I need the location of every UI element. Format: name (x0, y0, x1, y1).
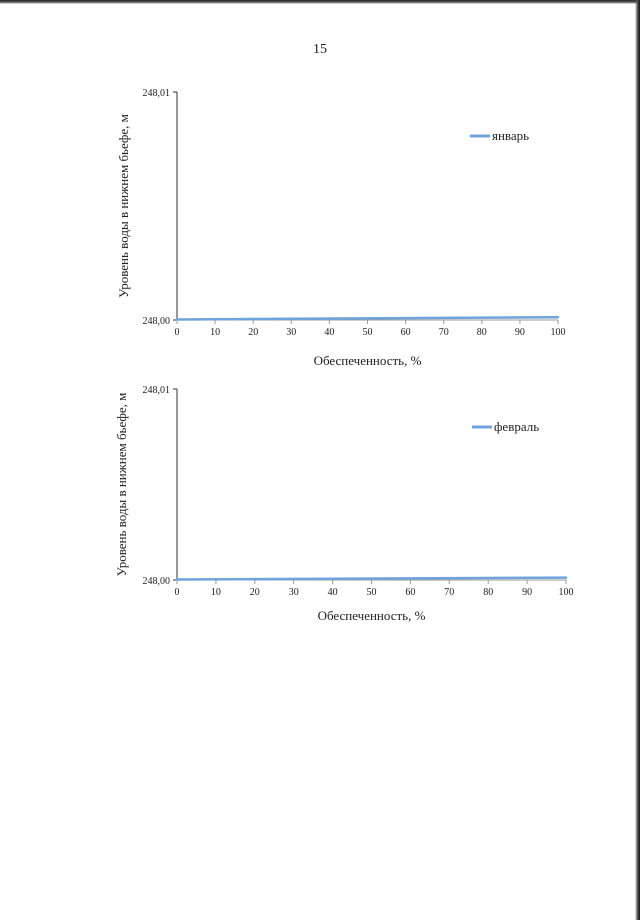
y-tick-label: 248,00 (143, 576, 171, 587)
x-tick-label: 10 (211, 587, 221, 598)
x-tick-label: 40 (328, 587, 338, 598)
x-tick-label: 50 (367, 587, 377, 598)
x-axis-label: Обеспеченность, % (314, 353, 422, 368)
x-tick-label: 20 (250, 587, 260, 598)
legend-label: февраль (494, 419, 539, 434)
y-tick-label: 248,01 (143, 385, 171, 396)
page-number: 15 (313, 42, 327, 57)
x-tick-label: 60 (401, 327, 411, 338)
x-tick-label: 30 (289, 587, 299, 598)
x-tick-label: 20 (248, 327, 258, 338)
x-tick-label: 10 (210, 327, 220, 338)
x-tick-label: 70 (439, 327, 449, 338)
x-tick-label: 50 (363, 327, 373, 338)
x-tick-label: 100 (559, 587, 574, 598)
y-axis-label: Уровень воды в нижнем бьефе, м (116, 114, 131, 298)
y-tick-label: 248,00 (143, 316, 171, 327)
x-tick-label: 30 (286, 327, 296, 338)
chart-january: 248,00 248,01 0 10 20 30 40 50 60 70 80 90 100 Обеспе… (116, 88, 566, 368)
x-tick-label: 80 (483, 587, 493, 598)
x-tick-label: 60 (405, 587, 415, 598)
x-tick-label: 80 (477, 327, 487, 338)
x-tick-label: 70 (444, 587, 454, 598)
x-tick-label: 40 (324, 327, 334, 338)
x-tick-label: 0 (175, 587, 180, 598)
y-axis-label: Уровень воды в нижнем бьефе, м (114, 393, 129, 577)
x-axis-label: Обеспеченность, % (318, 608, 426, 623)
x-tick-label: 100 (551, 327, 566, 338)
scan-edge-right (635, 0, 640, 920)
legend-label: январь (492, 128, 529, 143)
chart-february: 248,00 248,01 0 10 20 30 40 50 60 70 80 90 100 Обеспе… (114, 385, 574, 623)
x-tick-label: 0 (175, 327, 180, 338)
scan-edge-top (0, 0, 640, 4)
series-line-февраль (175, 576, 568, 581)
series-line-январь (175, 315, 560, 321)
x-tick-label: 90 (515, 327, 525, 338)
x-tick-label: 90 (522, 587, 532, 598)
y-tick-label: 248,01 (143, 88, 171, 99)
